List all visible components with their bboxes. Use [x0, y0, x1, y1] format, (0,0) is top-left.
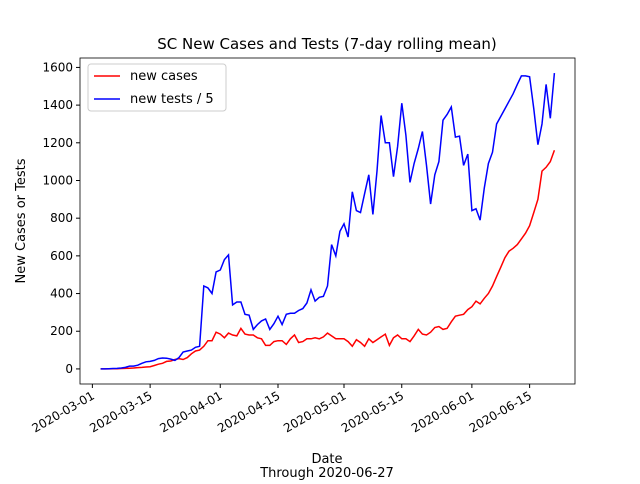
legend-box [87, 63, 227, 112]
x-tick-label: 2020-04-01 [157, 388, 224, 435]
x-tick-label: 2020-03-01 [29, 388, 96, 435]
y-tick-label: 1000 [42, 173, 73, 187]
chart-title: SC New Cases and Tests (7-day rolling me… [157, 35, 497, 53]
y-axis-label: New Cases or Tests [14, 158, 29, 283]
y-tick-label: 0 [65, 362, 73, 376]
line-series [100, 73, 556, 370]
x-tick-label: 2020-05-01 [281, 388, 348, 435]
y-tick-label: 1200 [42, 136, 73, 150]
plot-frame [79, 57, 576, 385]
x-tick-label: 2020-04-15 [215, 388, 282, 435]
x-axis-note: Through 2020-06-27 [259, 466, 394, 480]
legend-label: new cases [130, 69, 198, 84]
y-tick-label: 1400 [42, 98, 73, 112]
y-tick-label: 600 [50, 249, 73, 263]
y-tick-label: 200 [50, 324, 73, 338]
line-series [100, 150, 556, 370]
x-axis-label: Date [311, 452, 342, 467]
x-tick-label: 2020-06-15 [467, 388, 534, 435]
x-tick-label: 2020-06-01 [409, 388, 476, 435]
legend-label: new tests / 5 [130, 92, 214, 107]
y-tick-label: 1600 [42, 60, 73, 74]
x-tick-label: 2020-05-15 [339, 388, 406, 435]
y-tick-label: 400 [50, 287, 73, 301]
x-tick-label: 2020-03-15 [87, 388, 154, 435]
y-tick-label: 800 [50, 211, 73, 225]
